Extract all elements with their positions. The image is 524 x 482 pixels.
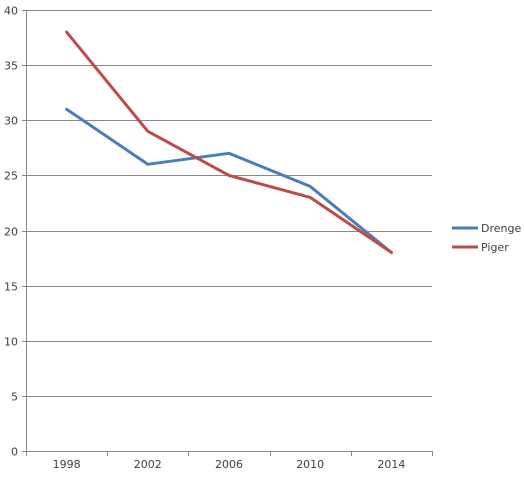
legend-label-piger: Piger [481, 241, 509, 254]
y-tick-label: 35 [4, 60, 18, 73]
y-tick-labels: 0 5 10 15 20 25 30 35 40 [4, 5, 18, 459]
axes [22, 10, 433, 456]
series-line-piger [65, 30, 393, 254]
legend-label-drenge: Drenge [481, 222, 521, 235]
x-tick-label: 2002 [134, 458, 162, 471]
y-tick-label: 0 [11, 446, 18, 459]
y-tick-label: 10 [4, 336, 18, 349]
x-tick-label: 2006 [215, 458, 243, 471]
y-tick-label: 25 [4, 170, 18, 183]
series-line-drenge [65, 107, 393, 254]
x-tick-label: 1998 [53, 458, 81, 471]
legend: Drenge Piger [452, 222, 521, 254]
x-tick-label: 2010 [296, 458, 324, 471]
gridlines [26, 10, 432, 397]
x-tick-label: 2014 [377, 458, 405, 471]
y-tick-label: 30 [4, 115, 18, 128]
y-tick-label: 15 [4, 281, 18, 294]
y-tick-label: 20 [4, 226, 18, 239]
y-tick-label: 40 [4, 5, 18, 18]
x-tick-labels: 1998 2002 2006 2010 2014 [53, 458, 406, 471]
series-lines [65, 30, 393, 254]
y-tick-label: 5 [11, 391, 18, 404]
